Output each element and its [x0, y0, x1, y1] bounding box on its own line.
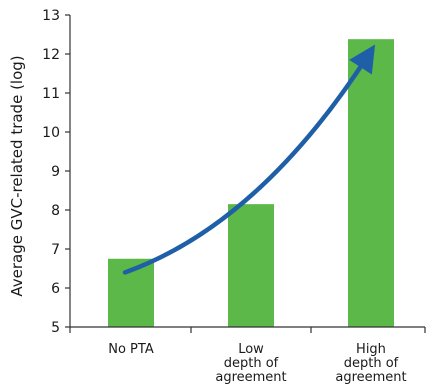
- y-tick-label-4: 9: [51, 164, 60, 180]
- y-tick-label-0: 5: [51, 320, 60, 336]
- y-tick-label-8: 13: [42, 8, 60, 24]
- y-ticks: 5 6 7 8 9 10 11 12 13: [42, 8, 70, 336]
- x-category-label-2-1: depth of: [344, 356, 399, 371]
- y-tick-label-5: 10: [42, 125, 60, 141]
- bar-1: [228, 204, 274, 327]
- x-category-label-1-2: agreement: [215, 370, 286, 385]
- y-tick-label-6: 11: [42, 86, 60, 102]
- y-tick-label-2: 7: [51, 242, 60, 258]
- y-tick-label-7: 12: [42, 47, 60, 63]
- x-category-label-1-0: Low: [238, 342, 264, 357]
- x-category-label-2-2: agreement: [335, 370, 406, 385]
- y-tick-label-3: 8: [51, 203, 60, 219]
- y-axis-label: Average GVC-related trade (log): [8, 55, 26, 296]
- trend-arrow-layer: [122, 44, 376, 275]
- bar-2: [348, 39, 394, 328]
- y-tick-label-1: 6: [51, 281, 60, 297]
- trend-arrow: [122, 44, 376, 275]
- x-category-label-0-0: No PTA: [108, 342, 154, 357]
- bars: [108, 39, 394, 328]
- x-category-label-2-0: High: [356, 342, 386, 357]
- x-category-label-1-1: depth of: [224, 356, 279, 371]
